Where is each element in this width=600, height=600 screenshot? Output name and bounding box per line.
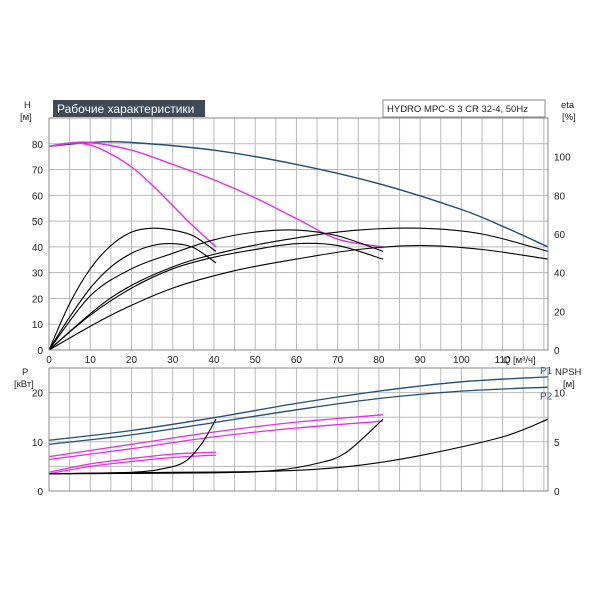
P2-curve-magenta-5 (48, 454, 217, 475)
npsh-tick-0: 0 (554, 487, 560, 498)
eta-tick-40: 40 (554, 269, 566, 280)
head-tick-0: 0 (37, 346, 43, 357)
q-tick-90: 90 (415, 355, 427, 366)
efficiency-curve-black-7 (48, 229, 384, 351)
npsh-tick-5: 5 (554, 438, 560, 449)
q-tick-40: 40 (208, 355, 220, 366)
efficiency-curve-black-8 (48, 227, 549, 351)
eta-axis-title: eta (561, 100, 575, 111)
P2-curve-magenta-3 (48, 420, 384, 461)
NPSH-curve-black-8 (48, 418, 217, 475)
head-tick-40: 40 (32, 243, 44, 254)
eta-tick-60: 60 (554, 230, 566, 241)
power-tick-10: 10 (32, 438, 44, 449)
P1-curve-blue-0 (48, 376, 549, 441)
power-tick-0: 0 (37, 487, 43, 498)
head-tick-70: 70 (32, 166, 44, 177)
head-curve-blue-0 (48, 141, 549, 248)
npsh-axis-unit: [м] (563, 379, 575, 390)
head-curve-magenta-1 (48, 141, 384, 248)
head-panel-frame (48, 117, 549, 351)
NPSH-curve-black-7 (48, 418, 384, 475)
npsh-axis-title: NPSH (555, 367, 582, 378)
P2-curve-blue-1 (48, 386, 549, 445)
npsh-tick-10: 10 (554, 389, 566, 400)
efficiency-curve-black-5 (48, 245, 549, 351)
q-tick-50: 50 (250, 355, 262, 366)
head-tick-20: 20 (32, 294, 44, 305)
efficiency-curve-black-4 (48, 242, 384, 351)
power-npsh-panel: 0 10 20 0 5 10 P1 P2 P [кВт] NPSH [м] (14, 366, 582, 498)
q-tick-100: 100 (453, 355, 470, 366)
series-label-p1: P1 (540, 366, 553, 377)
q-tick-10: 10 (85, 355, 97, 366)
eta-axis-unit: [%] (562, 112, 576, 123)
head-efficiency-panel: 0 10 20 30 40 50 60 70 80 90 100 110010203040506070… (20, 99, 576, 491)
q-tick-60: 60 (291, 355, 303, 366)
efficiency-curve-black-3 (48, 243, 217, 351)
eta-tick-80: 80 (554, 191, 566, 202)
q-tick-80: 80 (373, 355, 385, 366)
head-tick-10: 10 (32, 320, 44, 331)
series-label-p2: P2 (540, 392, 553, 403)
P1-curve-magenta-4 (48, 451, 217, 473)
power-tick-20: 20 (32, 389, 44, 400)
eta-tick-20: 20 (554, 307, 566, 318)
head-tick-80: 80 (32, 140, 44, 151)
q-tick-20: 20 (126, 355, 138, 366)
eta-tick-100: 100 (554, 153, 571, 164)
q-tick-70: 70 (332, 355, 344, 366)
head-axis-title: H (24, 100, 31, 111)
q-tick-110: 110 (495, 355, 511, 366)
eta-tick-0: 0 (554, 346, 560, 357)
head-curve-magenta-2 (48, 142, 217, 248)
model-label-box (382, 99, 546, 118)
head-axis-unit: [м] (20, 112, 32, 123)
power-axis-unit: [кВт] (14, 379, 34, 390)
model-label: HYDRO MPC-S 3 CR 32-4, 50Hz (387, 104, 528, 115)
power-axis-title: P (22, 367, 28, 378)
chart-title: Рабочие характеристики (57, 102, 194, 116)
P1-curve-magenta-2 (48, 414, 384, 458)
head-tick-30: 30 (32, 269, 44, 280)
efficiency-curve-black-6 (48, 227, 217, 351)
flow-axis-title: Q [м³/ч] (503, 355, 536, 366)
head-tick-50: 50 (32, 217, 44, 228)
head-tick-60: 60 (32, 191, 44, 202)
power-panel-frame (48, 367, 549, 492)
chart-title-box (53, 100, 205, 117)
q-tick-0: 0 (46, 355, 52, 366)
q-tick-30: 30 (167, 355, 179, 366)
NPSH-curve-black-6 (48, 418, 549, 475)
